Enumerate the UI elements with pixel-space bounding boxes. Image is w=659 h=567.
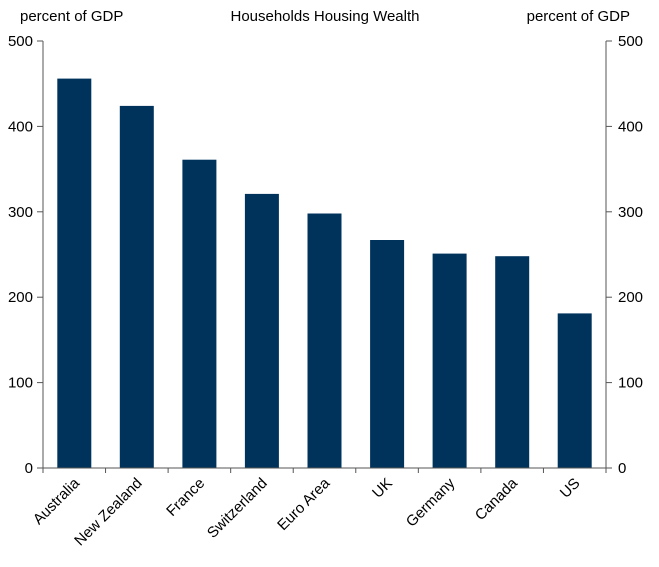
bar-australia [57,78,92,468]
right-y-tick-label: 200 [618,289,643,306]
right-y-tick-label: 400 [618,118,643,135]
x-tick-label: Canada [472,474,522,524]
x-tick-label: Australia [30,474,84,528]
right-y-tick-label: 100 [618,375,643,392]
bar-euro-area [307,213,342,468]
left-y-tick-label: 300 [8,204,33,221]
bar-canada [495,256,530,468]
right-y-tick-label: 300 [618,204,643,221]
left-y-tick-label: 500 [8,33,33,50]
bar-germany [432,253,467,468]
x-tick-label: Euro Area [274,474,334,534]
x-tick-label: Germany [403,474,459,530]
right-y-tick-label: 500 [618,33,643,50]
right-axis-unit-label: percent of GDP [527,8,630,25]
x-tick-label: New Zealand [71,475,146,550]
bar-new-zealand [119,105,154,469]
bar-switzerland [244,193,279,468]
left-y-tick-label: 100 [8,375,33,392]
left-y-tick-label: 0 [25,460,33,477]
x-tick-label: France [163,475,208,520]
left-y-tick-label: 400 [8,118,33,135]
bar-us [557,313,592,468]
bars-group [57,78,592,469]
bar-france [182,159,217,468]
x-tick-label: Switzerland [204,475,271,542]
x-tick-label: UK [369,475,396,502]
left-axis-unit-label: percent of GDP [20,8,123,25]
x-tick-label: US [557,475,584,502]
bar-uk [370,240,405,468]
left-y-tick-label: 200 [8,289,33,306]
axes-group [37,40,612,473]
chart-title: Households Housing Wealth [230,8,419,25]
right-y-tick-label: 0 [618,460,626,477]
